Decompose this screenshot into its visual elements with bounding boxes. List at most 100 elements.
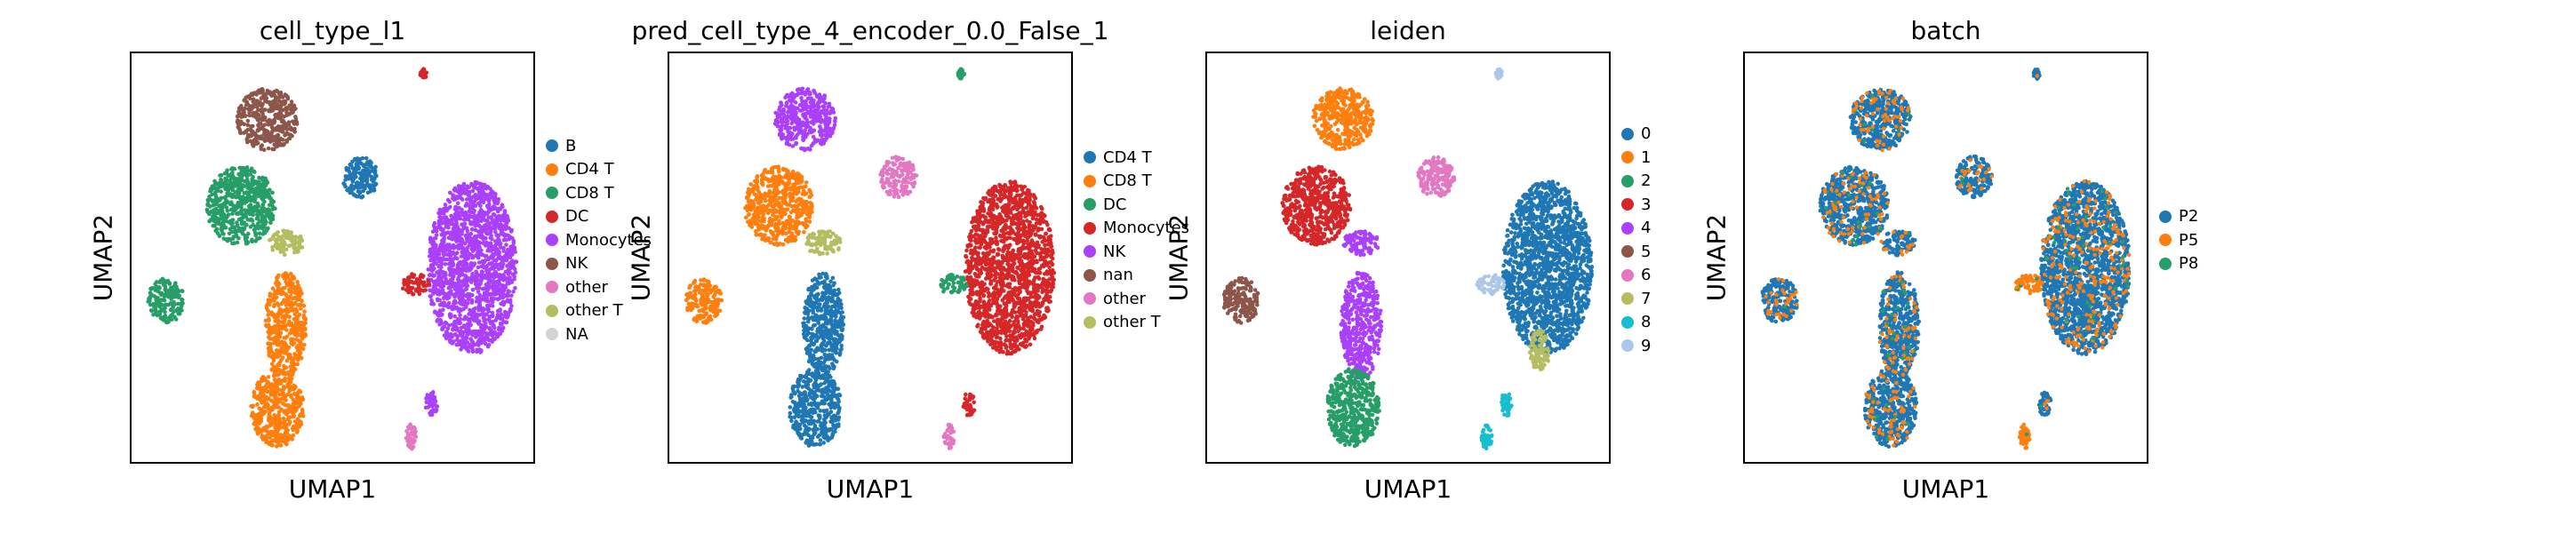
point — [481, 210, 485, 214]
point — [504, 258, 509, 263]
point — [257, 383, 262, 387]
point — [163, 292, 167, 298]
point — [475, 180, 479, 185]
point — [455, 334, 460, 339]
point — [490, 310, 495, 315]
point — [454, 239, 459, 243]
point — [503, 310, 508, 314]
point — [500, 255, 504, 260]
point — [436, 317, 440, 322]
point — [260, 195, 264, 200]
point — [436, 291, 440, 297]
point — [294, 338, 299, 342]
point — [280, 119, 284, 124]
legend-label: DC — [565, 207, 589, 226]
point — [493, 229, 498, 235]
point — [804, 124, 809, 129]
point — [213, 218, 219, 223]
point — [452, 186, 458, 191]
point — [488, 314, 492, 319]
point — [175, 301, 180, 306]
point — [260, 410, 266, 415]
point — [465, 340, 470, 345]
point — [264, 439, 268, 443]
point — [294, 308, 300, 314]
chart-title: cell_type_l1 — [259, 16, 406, 45]
point — [770, 168, 774, 172]
point — [786, 125, 791, 131]
point — [452, 195, 457, 199]
point — [809, 193, 814, 197]
point — [431, 245, 436, 251]
point — [423, 405, 428, 410]
point — [453, 282, 458, 286]
point — [493, 258, 499, 263]
point — [154, 280, 159, 284]
point — [508, 247, 514, 252]
point — [170, 312, 175, 317]
point — [430, 255, 436, 260]
point — [496, 331, 501, 336]
point — [281, 368, 285, 373]
point — [265, 188, 269, 194]
point — [262, 398, 267, 402]
legend-item: B — [546, 134, 652, 158]
point — [411, 291, 416, 297]
point — [300, 346, 306, 352]
point — [485, 344, 491, 349]
point — [281, 371, 285, 377]
point — [464, 327, 468, 332]
point — [235, 223, 240, 228]
cluster-Monocytes — [423, 390, 440, 418]
point — [513, 286, 517, 290]
point — [272, 413, 276, 418]
point — [428, 294, 434, 299]
point — [282, 285, 287, 290]
point — [275, 316, 280, 321]
point — [282, 252, 287, 258]
point — [480, 252, 484, 257]
point — [270, 286, 276, 291]
point — [284, 358, 290, 363]
point — [283, 317, 287, 322]
point — [424, 283, 428, 288]
point — [811, 121, 816, 125]
point — [264, 91, 269, 96]
point — [252, 170, 257, 174]
legend-item: CD8 T — [546, 181, 652, 205]
point — [781, 201, 786, 205]
point — [793, 111, 798, 115]
point — [799, 96, 804, 100]
point — [287, 112, 292, 116]
point — [251, 403, 255, 409]
point — [302, 309, 307, 314]
point — [479, 234, 484, 239]
point — [205, 210, 210, 214]
point — [273, 369, 277, 373]
point — [254, 186, 259, 191]
point — [448, 271, 453, 276]
point — [276, 274, 280, 280]
cluster-other T — [268, 228, 305, 258]
point — [246, 231, 251, 236]
point — [455, 201, 460, 206]
point — [268, 424, 273, 428]
point — [491, 279, 496, 284]
point — [505, 254, 509, 259]
point — [271, 364, 276, 370]
plot-area — [130, 52, 535, 464]
point — [269, 123, 274, 127]
point — [273, 136, 278, 140]
point — [349, 189, 354, 195]
point — [358, 161, 364, 166]
point — [490, 292, 495, 297]
point — [289, 365, 294, 370]
point — [164, 286, 168, 291]
point — [469, 298, 475, 303]
point — [483, 259, 488, 263]
point — [485, 299, 491, 304]
point — [288, 127, 292, 131]
point — [505, 233, 509, 237]
point — [496, 327, 501, 332]
point — [260, 226, 265, 231]
